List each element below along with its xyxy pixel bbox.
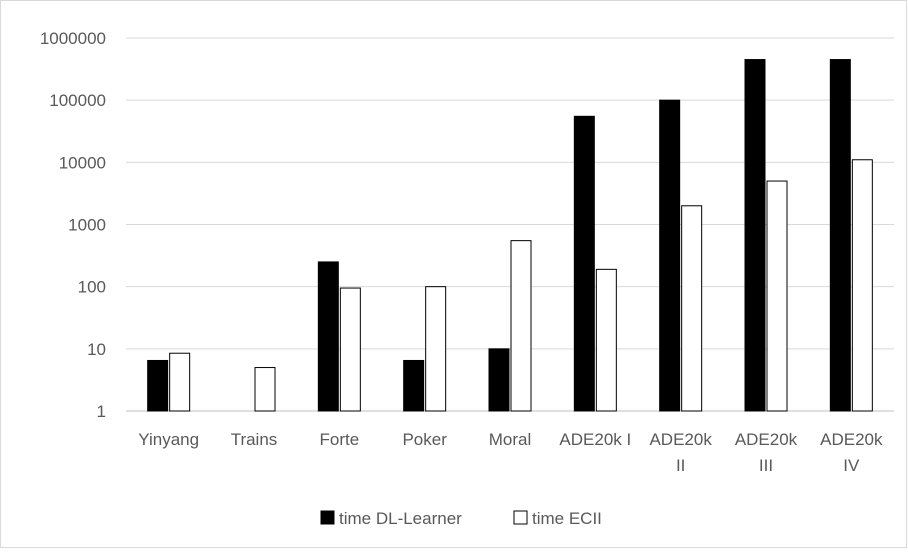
x-category-label: ADE20k — [820, 430, 883, 449]
y-tick-label: 1 — [97, 402, 106, 421]
bar-time-ecii — [425, 286, 447, 412]
bar-time-dl-learner — [659, 99, 681, 412]
bar-time-dl-learner — [573, 115, 595, 412]
x-category-label: ADE20k — [649, 430, 712, 449]
x-category-label: Yinyang — [138, 430, 199, 449]
x-category-label: Forte — [319, 430, 359, 449]
bar-time-dl-learner — [317, 261, 339, 412]
bar-time-dl-learner — [829, 59, 851, 412]
bar-time-dl-learner — [147, 359, 169, 412]
x-category-label: Moral — [489, 430, 532, 449]
bar-time-ecii — [169, 352, 191, 412]
x-category-label: ADE20k I — [559, 430, 631, 449]
legend-swatch — [320, 510, 335, 525]
bar-time-dl-learner — [744, 59, 766, 412]
y-tick-label: 100000 — [49, 91, 106, 110]
bar-time-ecii — [595, 268, 617, 412]
y-tick-label: 10000 — [59, 153, 106, 172]
x-category-label: IV — [843, 456, 860, 475]
legend-item-ecii: time ECII — [532, 509, 602, 528]
x-category-label: Poker — [402, 430, 447, 449]
bar-time-ecii — [254, 367, 276, 412]
bar-time-dl-learner — [403, 359, 425, 412]
x-category-label: III — [759, 456, 773, 475]
bar-time-ecii — [851, 159, 873, 412]
x-category-label: ADE20k — [735, 430, 798, 449]
bar-time-ecii — [766, 180, 788, 412]
x-category-label: II — [676, 456, 685, 475]
bar-time-ecii — [339, 287, 361, 412]
bar-time-ecii — [510, 240, 532, 412]
y-tick-label: 1000 — [68, 216, 106, 235]
bar-time-dl-learner — [488, 348, 510, 412]
legend-item-dl-learner: time DL-Learner — [339, 509, 462, 528]
y-tick-label: 1000000 — [40, 29, 106, 48]
bar-time-ecii — [681, 205, 703, 412]
y-tick-label: 100 — [78, 278, 106, 297]
y-tick-label: 10 — [87, 340, 106, 359]
x-category-label: Trains — [231, 430, 278, 449]
legend-swatch — [513, 510, 528, 525]
